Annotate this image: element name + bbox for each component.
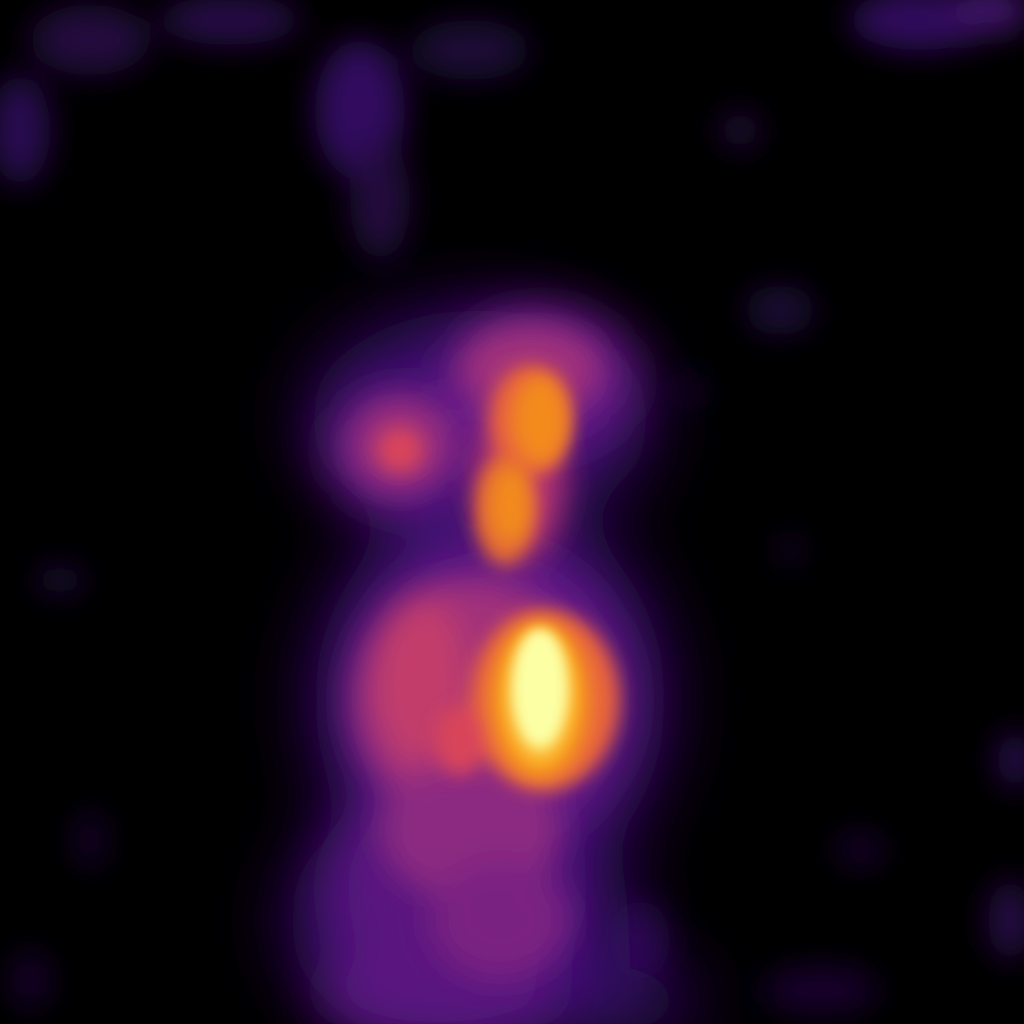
hotspot-core [502, 625, 578, 765]
